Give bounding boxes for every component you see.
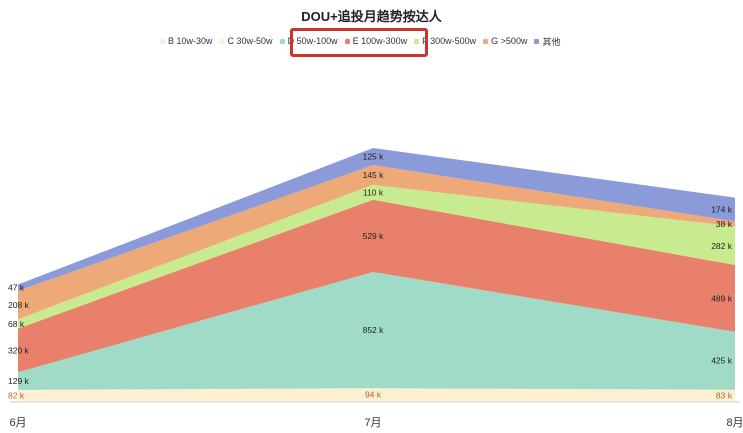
legend-item-0[interactable]: B 10w-30w [160,36,213,46]
data-label: 83 k [716,390,733,400]
legend-swatch [160,38,165,44]
data-label: 174 k [711,204,733,214]
legend-item-6[interactable]: 其他 [534,35,560,48]
data-label: 145 k [363,170,385,180]
data-label: 529 k [363,231,385,241]
data-label: 82 k [8,390,25,400]
data-label: 282 k [711,241,733,251]
legend-swatch [483,38,489,44]
data-label: 852 k [363,325,385,335]
legend-swatch [279,38,285,44]
x-tick-label: 7月 [364,417,381,429]
legend-label: E 100w-300w [352,36,408,46]
data-label: 208 k [8,300,30,310]
legend-swatch [534,38,540,44]
legend-label: 其他 [542,36,561,47]
legend-item-4[interactable]: F 300w-500w [414,36,476,46]
area-series-2[interactable] [18,271,735,390]
data-label: 129 k [8,376,30,386]
legend-label: C 30w-50w [227,36,273,46]
legend-item-3[interactable]: E 100w-300w [344,36,408,46]
legend-item-2[interactable]: D 50w-100w [279,36,338,46]
legend-label: B 10w-30w [168,36,213,46]
area-series-4[interactable] [18,184,735,329]
data-label: 125 k [363,152,385,162]
data-label: 68 k [8,319,25,329]
x-tick-label: 6月 [9,417,26,429]
data-label: 320 k [8,345,30,355]
chart-title: DOU+追投月趋势按达人 [301,9,442,24]
data-label: 489 k [711,293,733,303]
legend-item-5[interactable]: G >500w [483,36,527,46]
data-label: 94 k [365,390,382,400]
data-label: 110 k [363,187,384,197]
legend-swatch [219,38,225,44]
area-series-6[interactable] [18,147,735,291]
legend-highlight-box [290,28,428,57]
legend-label: G >500w [491,36,528,46]
area-series-3[interactable] [18,199,735,373]
data-label: 47 k [8,283,25,293]
chart-legend: B 10w-30w C 30w-50w D 50w-100w E 100w-300w F… [160,33,567,49]
area-series-1[interactable] [18,388,735,401]
legend-label: D 50w-100w [287,36,338,46]
legend-label: F 300w-500w [422,36,477,46]
x-tick-label: 8月 [726,417,743,429]
legend-swatch [344,38,350,44]
legend-item-1[interactable]: C 30w-50w [219,36,273,46]
data-label: 38 k [716,219,733,229]
area-series-5[interactable] [18,165,735,320]
legend-swatch [414,38,420,44]
data-label: 425 k [711,356,733,366]
